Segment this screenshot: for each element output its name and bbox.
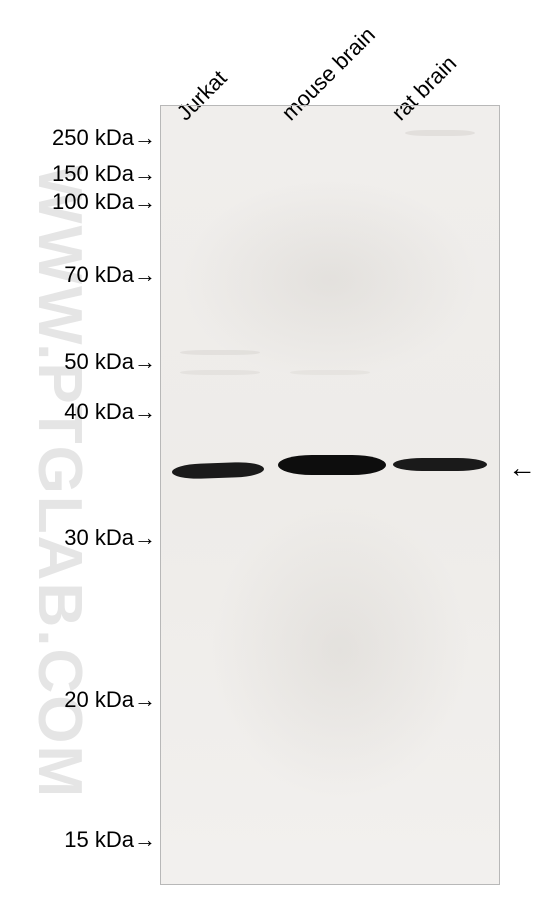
arrow-right-icon: → xyxy=(134,399,156,425)
western-blot-figure: WWW.PTGLAB.COM Jurkatmouse brainrat brai… xyxy=(0,0,550,903)
mw-marker-text: 30 kDa xyxy=(64,525,134,550)
protein-band xyxy=(278,455,386,475)
target-band-arrow: ← xyxy=(508,452,536,484)
mw-marker-text: 15 kDa xyxy=(64,827,134,852)
mw-marker-text: 250 kDa xyxy=(52,125,134,150)
arrow-right-icon: → xyxy=(134,189,156,215)
faint-band xyxy=(405,130,475,136)
arrow-right-icon: → xyxy=(134,827,156,853)
mw-marker-label: 20 kDa→ xyxy=(64,687,156,713)
faint-band xyxy=(180,350,260,355)
mw-marker-label: 40 kDa→ xyxy=(64,399,156,425)
arrow-right-icon: → xyxy=(134,349,156,375)
mw-marker-text: 50 kDa xyxy=(64,349,134,374)
protein-band xyxy=(393,458,487,471)
mw-marker-label: 100 kDa→ xyxy=(52,189,156,215)
mw-marker-text: 150 kDa xyxy=(52,161,134,186)
mw-marker-label: 70 kDa→ xyxy=(64,262,156,288)
faint-band xyxy=(180,370,260,375)
mw-marker-label: 50 kDa→ xyxy=(64,349,156,375)
mw-marker-text: 40 kDa xyxy=(64,399,134,424)
mw-marker-text: 20 kDa xyxy=(64,687,134,712)
blot-lane-area xyxy=(160,105,500,885)
mw-marker-label: 15 kDa→ xyxy=(64,827,156,853)
mw-marker-label: 250 kDa→ xyxy=(52,125,156,151)
mw-marker-label: 30 kDa→ xyxy=(64,525,156,551)
mw-marker-text: 100 kDa xyxy=(52,189,134,214)
mw-marker-text: 70 kDa xyxy=(64,262,134,287)
faint-band xyxy=(290,370,370,375)
arrow-right-icon: → xyxy=(134,161,156,187)
arrow-right-icon: → xyxy=(134,125,156,151)
arrow-right-icon: → xyxy=(134,262,156,288)
mw-marker-label: 150 kDa→ xyxy=(52,161,156,187)
arrow-right-icon: → xyxy=(134,525,156,551)
arrow-right-icon: → xyxy=(134,687,156,713)
